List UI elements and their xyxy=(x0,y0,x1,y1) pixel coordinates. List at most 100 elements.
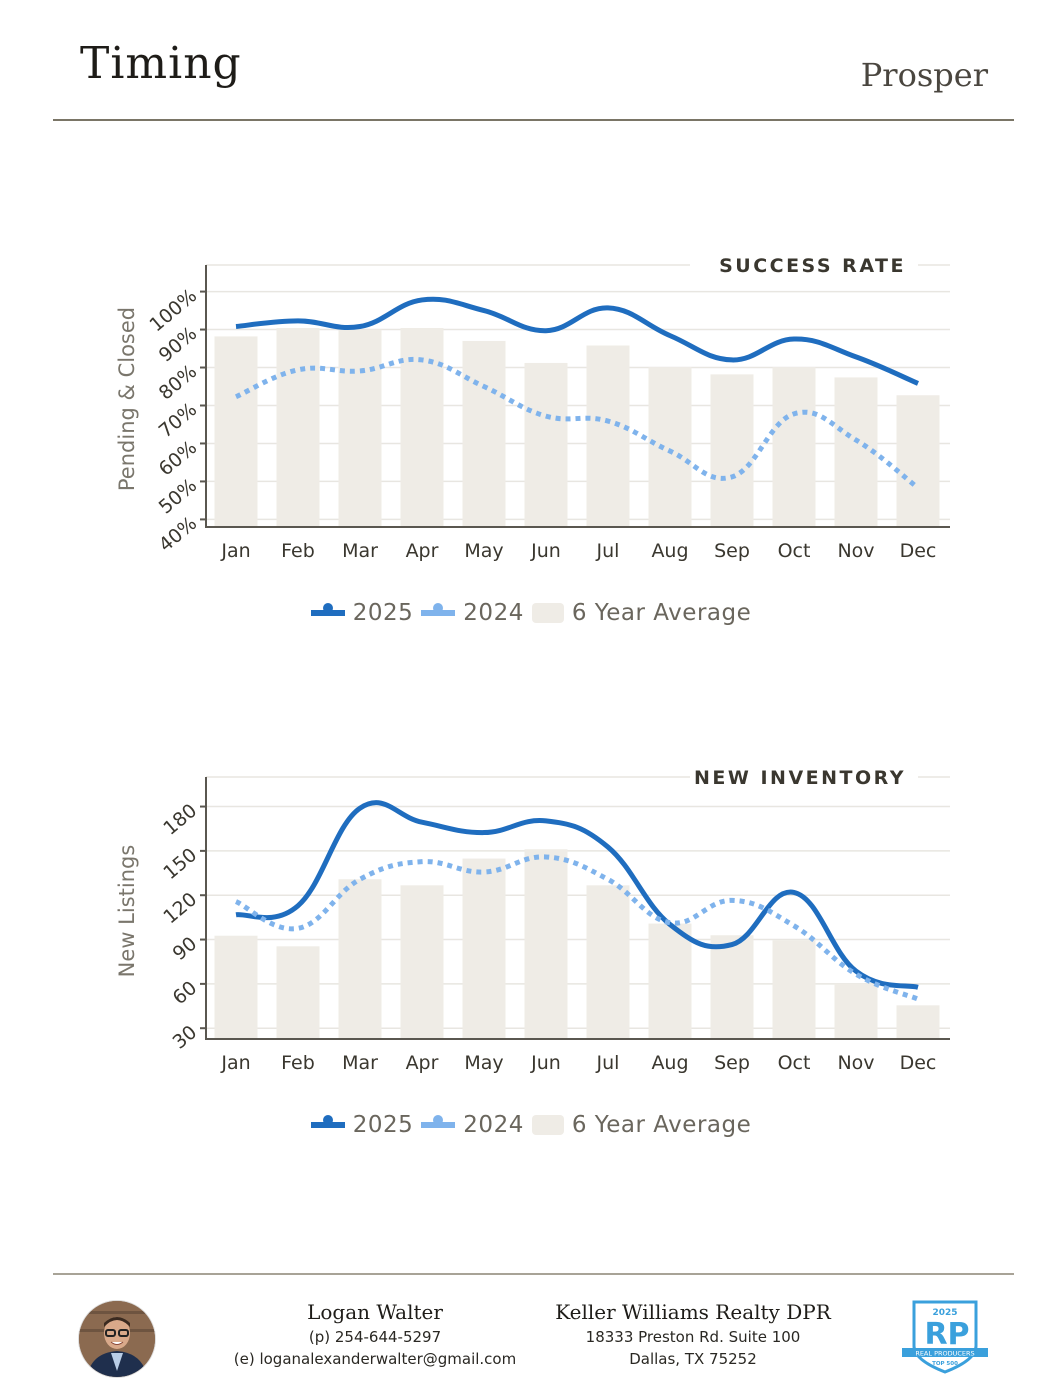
x-tick-label: Jun xyxy=(530,1052,561,1074)
new-inventory-legend: 2025 2024 6 Year Average xyxy=(0,1112,1062,1138)
x-tick-label: Jan xyxy=(220,540,250,562)
legend-item-2024: 2024 xyxy=(421,1112,524,1138)
y-tick-label: 60 xyxy=(169,977,202,1009)
x-tick-label: May xyxy=(464,540,503,562)
office-name: Keller Williams Realty DPR xyxy=(555,1300,831,1324)
page-title: Timing xyxy=(80,38,242,89)
x-tick-label: Oct xyxy=(778,1052,811,1074)
x-tick-label: Mar xyxy=(342,540,378,562)
bar-nov xyxy=(834,983,878,1039)
success-rate-legend: 2025 2024 6 Year Average xyxy=(0,600,1062,626)
bar-dec xyxy=(896,1005,940,1039)
agent-email[interactable]: (e) loganalexanderwalter@gmail.com xyxy=(233,1350,517,1368)
chart-title-bg xyxy=(690,763,918,791)
agent-name: Logan Walter xyxy=(307,1300,443,1324)
agent-contact: Logan Walter (p) 254-644-5297 (e) logana… xyxy=(220,1300,530,1368)
real-producers-badge-icon: 2025 RP REAL PRODUCERS TOP 500 xyxy=(902,1300,988,1374)
x-tick-label: Jul xyxy=(596,540,620,562)
legend-label: 6 Year Average xyxy=(571,600,752,626)
y-tick-label: 70% xyxy=(155,398,201,442)
x-tick-label: Feb xyxy=(281,540,315,562)
bar-jan xyxy=(214,935,258,1039)
real-producers-badge: 2025 RP REAL PRODUCERS TOP 500 xyxy=(900,1298,990,1374)
x-tick-label: Apr xyxy=(406,1052,439,1074)
bar-sep xyxy=(710,374,754,527)
office-address-line2: Dallas, TX 75252 xyxy=(629,1350,757,1368)
legend-item-2024: 2024 xyxy=(421,600,524,626)
y-tick-label: 30 xyxy=(169,1021,202,1053)
badge-rank: TOP 500 xyxy=(932,1361,958,1367)
bar-oct xyxy=(772,367,816,527)
y-axis-title: New Listings xyxy=(115,845,139,978)
location-label: Prosper xyxy=(860,56,988,94)
bar-jun xyxy=(524,362,568,527)
bar-apr xyxy=(400,885,444,1039)
x-tick-label: Feb xyxy=(281,1052,315,1074)
agent-photo-icon xyxy=(79,1301,155,1377)
new-inventory-chart: NEW INVENTORY 30 60 90 120 150 180 Jan Feb Mar Apr… xyxy=(0,752,1062,1092)
bar-mar xyxy=(338,329,382,527)
legend-item-6yr-avg: 6 Year Average xyxy=(531,600,752,626)
legend-bar-swatch-icon xyxy=(531,603,564,623)
legend-dotted-line-icon xyxy=(421,1115,456,1128)
x-tick-label: May xyxy=(464,1052,503,1074)
bar-feb xyxy=(276,946,320,1039)
header-divider xyxy=(53,119,1014,121)
badge-ribbon: REAL PRODUCERS xyxy=(915,1350,974,1358)
y-tick-label: 120 xyxy=(159,888,201,928)
x-tick-label: Dec xyxy=(900,540,937,562)
legend-label: 2024 xyxy=(463,1112,524,1138)
y-tick-label: 180 xyxy=(159,800,201,840)
x-tick-label: Mar xyxy=(342,1052,378,1074)
legend-bar-swatch-icon xyxy=(531,1115,564,1135)
office-address-line1: 18333 Preston Rd. Suite 100 xyxy=(585,1328,801,1346)
success-rate-chart: SUCCESS RATE 40% 50% 60% 70% 80% 90% 100% Jan Feb… xyxy=(0,240,1062,580)
y-tick-label: 150 xyxy=(159,844,201,884)
badge-year: 2025 xyxy=(932,1308,957,1318)
y-tick-label: 50% xyxy=(155,474,201,518)
legend-item-2025: 2025 xyxy=(310,600,414,626)
bar-may xyxy=(462,340,506,527)
x-tick-label: Sep xyxy=(714,1052,750,1074)
x-tick-label: Dec xyxy=(900,1052,937,1074)
y-tick-label: 80% xyxy=(155,360,201,404)
chart-title: SUCCESS RATE xyxy=(719,255,906,277)
badge-logo: RP xyxy=(924,1317,969,1352)
bar-mar xyxy=(338,879,382,1039)
line-series-2025 xyxy=(235,296,919,386)
line-series-2025 xyxy=(235,800,919,990)
legend-solid-line-icon xyxy=(310,603,345,616)
x-tick-label: Apr xyxy=(406,540,439,562)
x-tick-label: Jan xyxy=(220,1052,250,1074)
line-series-2024 xyxy=(234,854,919,1002)
legend-label: 6 Year Average xyxy=(571,1112,752,1138)
bar-feb xyxy=(276,328,320,527)
y-tick-label: 90 xyxy=(169,933,202,965)
agent-phone[interactable]: (p) 254-644-5297 xyxy=(308,1328,442,1346)
bar-jul xyxy=(586,885,630,1039)
x-tick-label: Nov xyxy=(837,1052,874,1074)
bar-aug xyxy=(648,923,692,1039)
y-tick-label: 60% xyxy=(155,436,201,480)
x-tick-label: Aug xyxy=(651,1052,688,1074)
bar-jan xyxy=(214,336,258,527)
line-series-2024 xyxy=(234,356,920,490)
legend-item-2025: 2025 xyxy=(310,1112,414,1138)
x-tick-label: Oct xyxy=(778,540,811,562)
bar-jun xyxy=(524,849,568,1039)
chart-title-bg xyxy=(690,251,918,279)
agent-avatar xyxy=(79,1301,155,1377)
y-tick-label: 100% xyxy=(145,285,201,337)
legend-label: 2025 xyxy=(352,1112,414,1138)
footer-divider xyxy=(53,1273,1014,1275)
x-tick-label: Jul xyxy=(596,1052,620,1074)
legend-dotted-line-icon xyxy=(421,603,456,616)
chart-title: NEW INVENTORY xyxy=(694,767,906,789)
y-tick-label: 40% xyxy=(155,512,201,556)
legend-solid-line-icon xyxy=(310,1115,345,1128)
bar-may xyxy=(462,858,506,1039)
legend-label: 2024 xyxy=(463,600,524,626)
bar-oct xyxy=(772,940,816,1039)
